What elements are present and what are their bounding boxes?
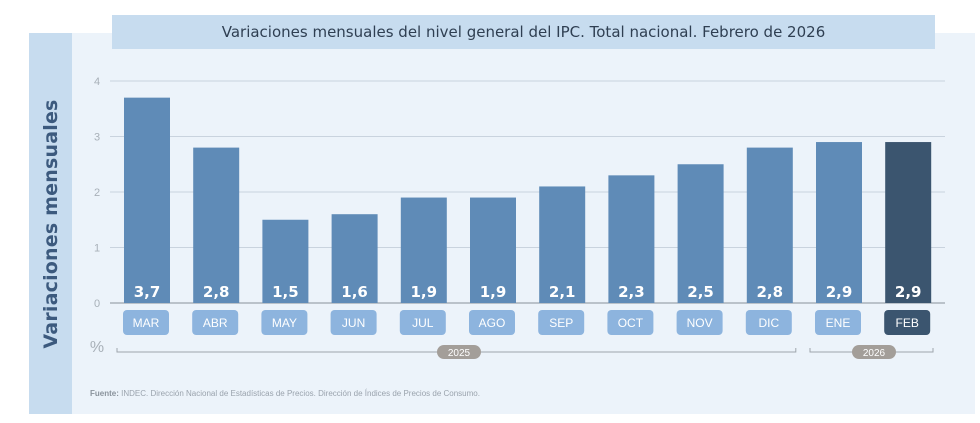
y-tick-label: 0	[94, 298, 100, 310]
bar-value-label: 2,3	[618, 283, 645, 301]
bar-value-label: 1,9	[411, 283, 438, 301]
x-tick-label: DIC	[758, 316, 779, 330]
month-pill	[123, 310, 169, 335]
month-pill	[330, 310, 377, 335]
x-tick-label: ABR	[203, 316, 228, 330]
bar	[470, 197, 516, 303]
bar-value-label: 2,8	[203, 283, 230, 301]
month-pill	[399, 310, 446, 335]
y-axis-title-panel: Variaciones mensuales	[29, 33, 72, 414]
x-tick-label: MAY	[272, 316, 297, 330]
chart-title: Variaciones mensuales del nivel general …	[112, 15, 935, 49]
y-tick-label: 3	[94, 132, 100, 144]
x-tick-label: AGO	[479, 316, 506, 330]
bar	[746, 147, 793, 303]
x-tick-label: SEP	[549, 316, 573, 330]
x-tick-label: JUL	[412, 316, 434, 330]
bar	[608, 175, 655, 303]
source-text: INDEC. Dirección Nacional de Estadística…	[121, 389, 480, 398]
bar-value-label: 1,5	[272, 283, 299, 301]
bar	[400, 197, 447, 303]
month-pill	[607, 310, 654, 335]
bar	[331, 214, 378, 303]
month-pill	[676, 310, 723, 335]
y-tick-label: 4	[94, 76, 100, 88]
bar	[124, 97, 170, 304]
month-pill	[469, 310, 515, 335]
x-tick-label: ENE	[826, 316, 851, 330]
bar	[677, 164, 724, 303]
bar-value-label: 2,5	[687, 283, 714, 301]
x-tick-label: FEB	[896, 316, 919, 330]
year-pill	[437, 345, 481, 359]
bar-value-label: 2,8	[757, 283, 784, 301]
bar	[193, 147, 240, 303]
month-pill	[261, 310, 308, 335]
y-tick-label: 2	[94, 187, 100, 199]
year-label: 2026	[863, 348, 886, 359]
source-note: Fuente: INDEC. Dirección Nacional de Est…	[90, 389, 480, 398]
bar	[262, 219, 309, 303]
source-label: Fuente:	[90, 389, 119, 398]
month-pill	[884, 310, 931, 335]
bar-value-label: 2,1	[549, 283, 576, 301]
bar-value-label: 1,9	[480, 283, 507, 301]
x-tick-label: NOV	[687, 316, 713, 330]
bar-value-label: 1,6	[341, 283, 368, 301]
y-tick-label: 1	[94, 243, 100, 255]
month-pill	[538, 310, 585, 335]
year-label: 2025	[448, 348, 471, 359]
month-pill	[815, 310, 861, 335]
bar-value-label: 3,7	[134, 283, 161, 301]
bar	[816, 142, 862, 303]
bar-value-label: 2,9	[895, 283, 922, 301]
month-pill	[192, 310, 239, 335]
y-unit-label: %	[90, 339, 104, 356]
x-tick-label: OCT	[618, 316, 644, 330]
x-tick-label: JUN	[342, 316, 365, 330]
year-pill	[852, 345, 896, 359]
month-pill	[745, 310, 792, 335]
bar-value-label: 2,9	[826, 283, 853, 301]
bar	[539, 186, 586, 303]
bar	[885, 142, 932, 303]
x-tick-label: MAR	[133, 316, 160, 330]
